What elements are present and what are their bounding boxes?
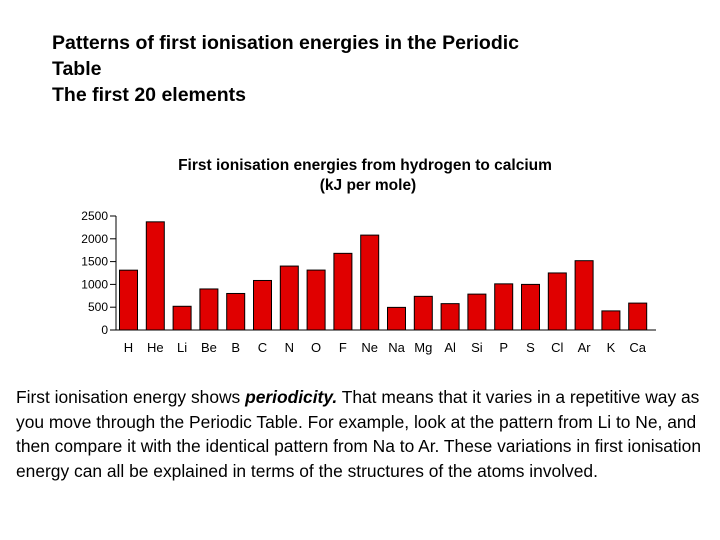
y-tick-label: 500 bbox=[88, 300, 108, 314]
page-heading: Patterns of first ionisation energies in… bbox=[52, 30, 692, 108]
bar-ne bbox=[360, 234, 380, 331]
bar-o bbox=[306, 269, 326, 331]
bar-k bbox=[601, 310, 621, 331]
x-tick-labels: H He Li Be B C N O F Ne Na Mg Al Si P S Cl Ar K Ca bbox=[124, 340, 647, 355]
y-tick-label: 0 bbox=[101, 323, 108, 337]
bar-be bbox=[199, 288, 219, 331]
x-tick-label-b: B bbox=[231, 340, 240, 355]
y-tick-label: 2500 bbox=[81, 209, 108, 223]
x-tick-label-n: N bbox=[285, 340, 294, 355]
y-tick-label: 1000 bbox=[81, 277, 108, 291]
x-tick-label-ca: Ca bbox=[629, 340, 646, 355]
bar-al bbox=[440, 303, 460, 331]
x-tick-label-h: H bbox=[124, 340, 133, 355]
body-emphasis: periodicity. bbox=[245, 387, 338, 407]
bar-f bbox=[333, 252, 353, 331]
heading-line-1: Patterns of first ionisation energies in… bbox=[52, 32, 520, 54]
x-tick-label-o: O bbox=[311, 340, 321, 355]
body-text-after: That means that it varies in a repetitiv… bbox=[16, 387, 702, 481]
bars-group bbox=[119, 221, 648, 331]
body-paragraph: First ionisation energy shows periodicit… bbox=[16, 385, 716, 483]
y-tick-label: 2000 bbox=[81, 232, 108, 246]
bar-ar bbox=[574, 260, 594, 331]
x-tick-label-be: Be bbox=[201, 340, 217, 355]
heading-line-2: Table bbox=[52, 58, 102, 80]
heading-line-3: The first 20 elements bbox=[52, 84, 246, 106]
bar-s bbox=[521, 283, 540, 331]
x-tick-label-ar: Ar bbox=[578, 340, 592, 355]
bar-na bbox=[387, 306, 406, 331]
x-tick-label-k: K bbox=[607, 340, 616, 355]
bar-ca bbox=[628, 302, 648, 331]
x-tick-label-he: He bbox=[147, 340, 164, 355]
bar-si bbox=[467, 293, 487, 331]
y-tick-label: 1500 bbox=[81, 255, 108, 269]
bar-h bbox=[119, 269, 138, 331]
ionisation-energy-chart: First ionisation energies from hydrogen … bbox=[81, 157, 656, 355]
bar-p bbox=[494, 283, 514, 331]
x-tick-label-s: S bbox=[526, 340, 535, 355]
x-tick-label-ne: Ne bbox=[361, 340, 378, 355]
bar-li bbox=[172, 305, 192, 331]
body-text-before: First ionisation energy shows bbox=[16, 387, 246, 407]
bar-he bbox=[145, 221, 165, 331]
x-tick-label-na: Na bbox=[388, 340, 405, 355]
bar-cl bbox=[547, 272, 567, 331]
x-tick-label-al: Al bbox=[444, 340, 456, 355]
chart-subtitle: (kJ per mole) bbox=[320, 177, 416, 194]
x-tick-label-li: Li bbox=[177, 340, 187, 355]
x-tick-label-c: C bbox=[258, 340, 267, 355]
bar-n bbox=[279, 265, 299, 331]
x-tick-label-p: P bbox=[499, 340, 508, 355]
chart-title: First ionisation energies from hydrogen … bbox=[178, 157, 552, 174]
x-tick-label-f: F bbox=[339, 340, 347, 355]
x-tick-label-cl: Cl bbox=[551, 340, 563, 355]
bar-c bbox=[253, 279, 272, 331]
bar-b bbox=[226, 292, 246, 331]
x-tick-label-mg: Mg bbox=[414, 340, 432, 355]
bar-mg bbox=[413, 295, 433, 331]
x-tick-label-si: Si bbox=[471, 340, 483, 355]
